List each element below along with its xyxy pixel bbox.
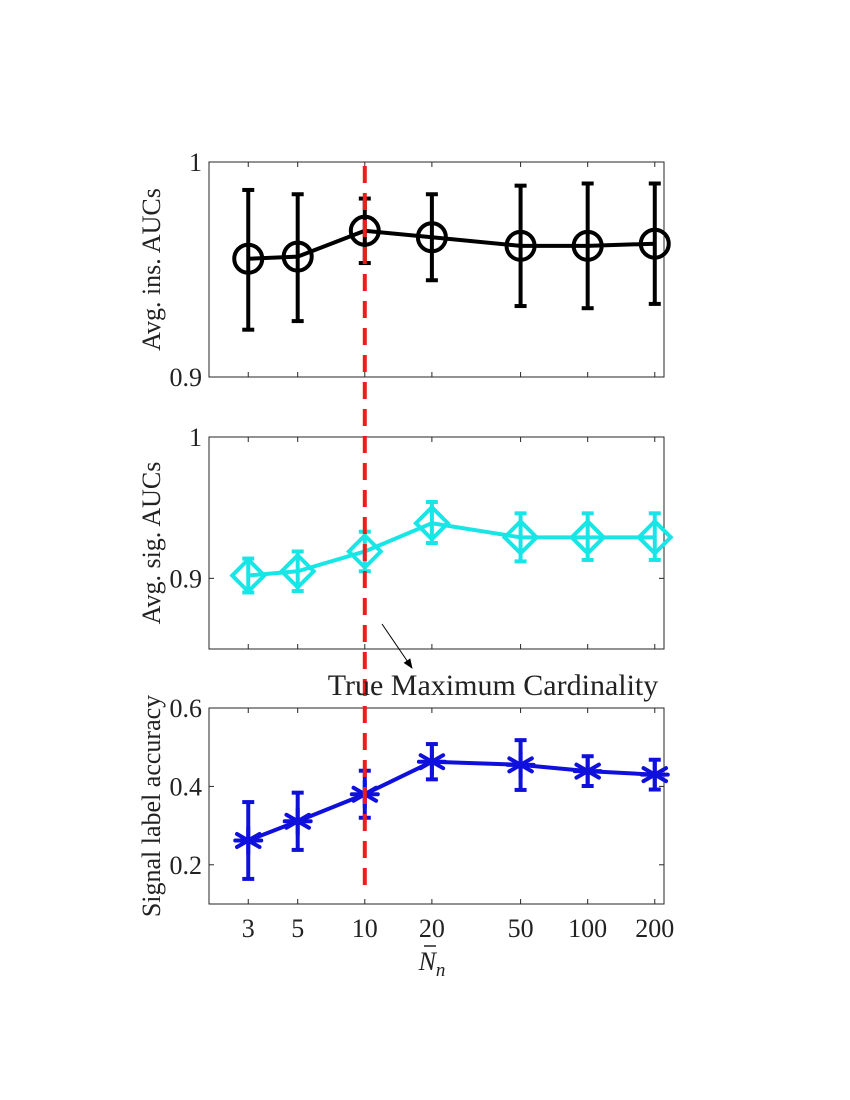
ins-auc-error-bar [242, 187, 255, 332]
x-axis-label-subscript: n [436, 960, 446, 981]
ins-auc-y-tick-label: 0.9 [170, 363, 203, 392]
x-tick-label: 3 [242, 914, 255, 943]
sig-auc-y-axis-label: Avg. sig. AUCs [137, 462, 166, 625]
sig-auc-y-tick-label: 0.9 [170, 564, 203, 593]
label-acc-data-point [639, 759, 670, 790]
sig-auc-data-point [568, 518, 607, 557]
panel-instance-aucs: 0.9 1 Avg. ins. AUCs [137, 148, 671, 392]
sig-auc-data-point [635, 518, 674, 557]
ins-auc-data-point [571, 229, 604, 262]
x-tick-labels: 3 5 10 20 50 100 200 [242, 914, 675, 943]
sig-auc-data-point [345, 532, 384, 571]
x-tick-label: 20 [419, 914, 445, 943]
label-acc-data-point [505, 749, 536, 780]
ins-auc-error-bar [581, 181, 594, 311]
sig-auc-data-point [229, 556, 268, 595]
sig-auc-y-tick-label: 1 [189, 423, 202, 452]
panel-signal-aucs: 0.9 1 Avg. sig. AUCs [137, 423, 674, 650]
x-tick-label: 200 [635, 914, 674, 943]
x-axis-label: Nn [418, 947, 446, 981]
ins-auc-error-bar [425, 192, 438, 283]
ins-auc-data-point [415, 221, 448, 254]
ins-auc-error-bar [514, 183, 527, 309]
label-acc-data-point [416, 746, 447, 777]
label-acc-data-point [572, 756, 603, 787]
ins-auc-error-bar [648, 181, 661, 306]
label-acc-y-axis-label: Signal label accuracy [137, 695, 166, 917]
ins-auc-axes-box [208, 161, 665, 378]
label-acc-data-point [233, 825, 264, 856]
ins-auc-data-point [281, 240, 314, 273]
sig-auc-data-point [501, 518, 540, 557]
x-tick-label: 100 [568, 914, 607, 943]
sig-auc-data-point [413, 504, 451, 543]
ins-auc-data-point [504, 229, 537, 262]
annotation-text: True Maximum Cardinality [328, 669, 659, 702]
ins-auc-y-axis-label: Avg. ins. AUCs [137, 188, 166, 351]
x-tick-label: 5 [291, 914, 304, 943]
ins-auc-error-bar [291, 192, 304, 324]
label-acc-data-point [282, 806, 313, 837]
ins-auc-data-point [638, 227, 671, 260]
label-acc-y-tick-label: 0.2 [170, 851, 203, 880]
ins-auc-y-tick-label: 1 [189, 148, 202, 177]
ins-auc-data-point [232, 242, 265, 275]
x-tick-label: 50 [508, 914, 534, 943]
ins-auc-data-point [348, 214, 381, 247]
label-acc-axes-box [208, 707, 665, 905]
label-acc-y-tick-label: 0.4 [170, 772, 203, 801]
x-tick-label: 10 [352, 914, 378, 943]
label-acc-y-tick-label: 0.6 [170, 694, 203, 723]
x-axis-label-base: N [418, 947, 438, 976]
annotation-arrow [381, 623, 413, 669]
sig-auc-data-point [278, 552, 317, 591]
